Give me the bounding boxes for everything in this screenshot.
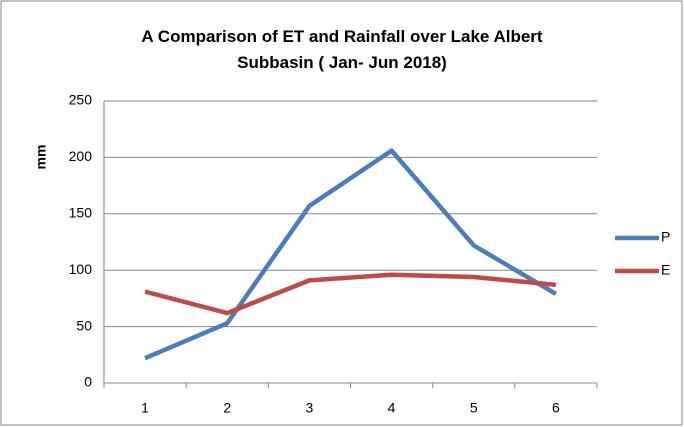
x-tick-label: 3 xyxy=(306,400,314,416)
y-tick-label: 100 xyxy=(69,261,93,277)
x-tick-label: 4 xyxy=(388,400,396,416)
y-tick-label: 250 xyxy=(69,92,93,108)
x-tick-label: 6 xyxy=(552,400,560,416)
y-tick-label: 0 xyxy=(84,374,92,390)
series-line xyxy=(144,148,558,361)
x-tick-label: 2 xyxy=(223,400,231,416)
y-tick-label: 200 xyxy=(69,148,93,164)
x-tick-label: 1 xyxy=(141,400,149,416)
y-tick-label: 150 xyxy=(69,205,93,221)
x-tick-label: 5 xyxy=(470,400,478,416)
legend-label: E xyxy=(661,262,670,278)
legend-label: P xyxy=(661,229,670,245)
y-axis-label: mm xyxy=(33,145,49,170)
series-line xyxy=(144,272,557,316)
y-tick-label: 50 xyxy=(76,317,92,333)
chart-title: A Comparison of ET and Rainfall over Lak… xyxy=(141,27,543,72)
